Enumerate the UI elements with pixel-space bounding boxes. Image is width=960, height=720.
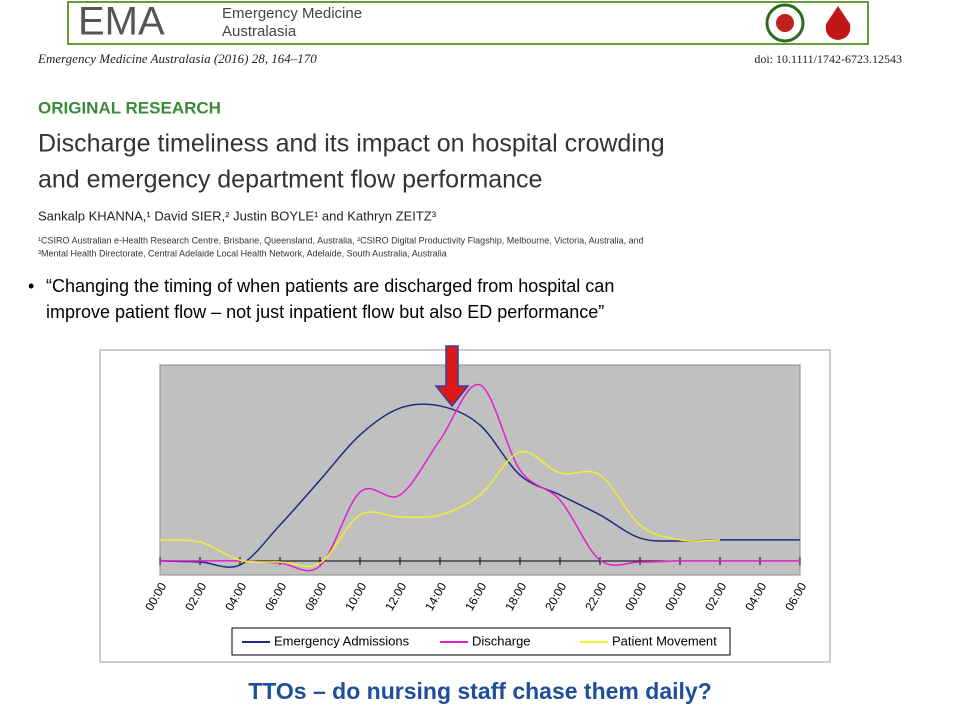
legend-label: Emergency Admissions xyxy=(274,633,410,648)
legend-box xyxy=(231,627,731,656)
section: ORIGINAL RESEARCH xyxy=(38,98,221,117)
bullet-dot: • xyxy=(28,276,34,296)
journal-name: Australasia xyxy=(222,23,297,40)
footer-question: TTOs – do nursing staff chase them daily… xyxy=(248,678,712,704)
paper-title: Discharge timeliness and its impact on h… xyxy=(38,130,665,158)
legend: Emergency Admissions Discharge Patient Mov… xyxy=(242,633,717,648)
affiliation: ¹CSIRO Australian e-Health Research Cent… xyxy=(38,235,644,245)
affiliation: ³Mental Health Directorate, Central Adel… xyxy=(38,248,447,258)
acem-logo xyxy=(776,14,794,32)
legend-label: Discharge xyxy=(472,633,531,648)
arrow xyxy=(434,345,470,408)
bullet-text: “Changing the timing of when patients ar… xyxy=(46,276,614,296)
logo: EMA xyxy=(78,0,165,44)
series-line xyxy=(159,384,800,572)
series-line xyxy=(159,450,721,568)
plot-area xyxy=(159,364,801,576)
citation: Emergency Medicine Australasia (2016) 28… xyxy=(37,51,317,66)
authors: Sankalp KHANNA,¹ David SIER,² Justin BOY… xyxy=(38,208,437,223)
legend-label: Patient Movement xyxy=(612,633,717,648)
doi: doi: 10.1111/1742-6723.12543 xyxy=(754,52,902,66)
journal-name: Emergency Medicine xyxy=(222,5,362,22)
drop-logo xyxy=(825,6,851,40)
bullet-text: improve patient flow – not just inpatien… xyxy=(46,302,604,322)
paper-title: and emergency department flow performanc… xyxy=(38,166,542,194)
header-box xyxy=(67,1,869,45)
